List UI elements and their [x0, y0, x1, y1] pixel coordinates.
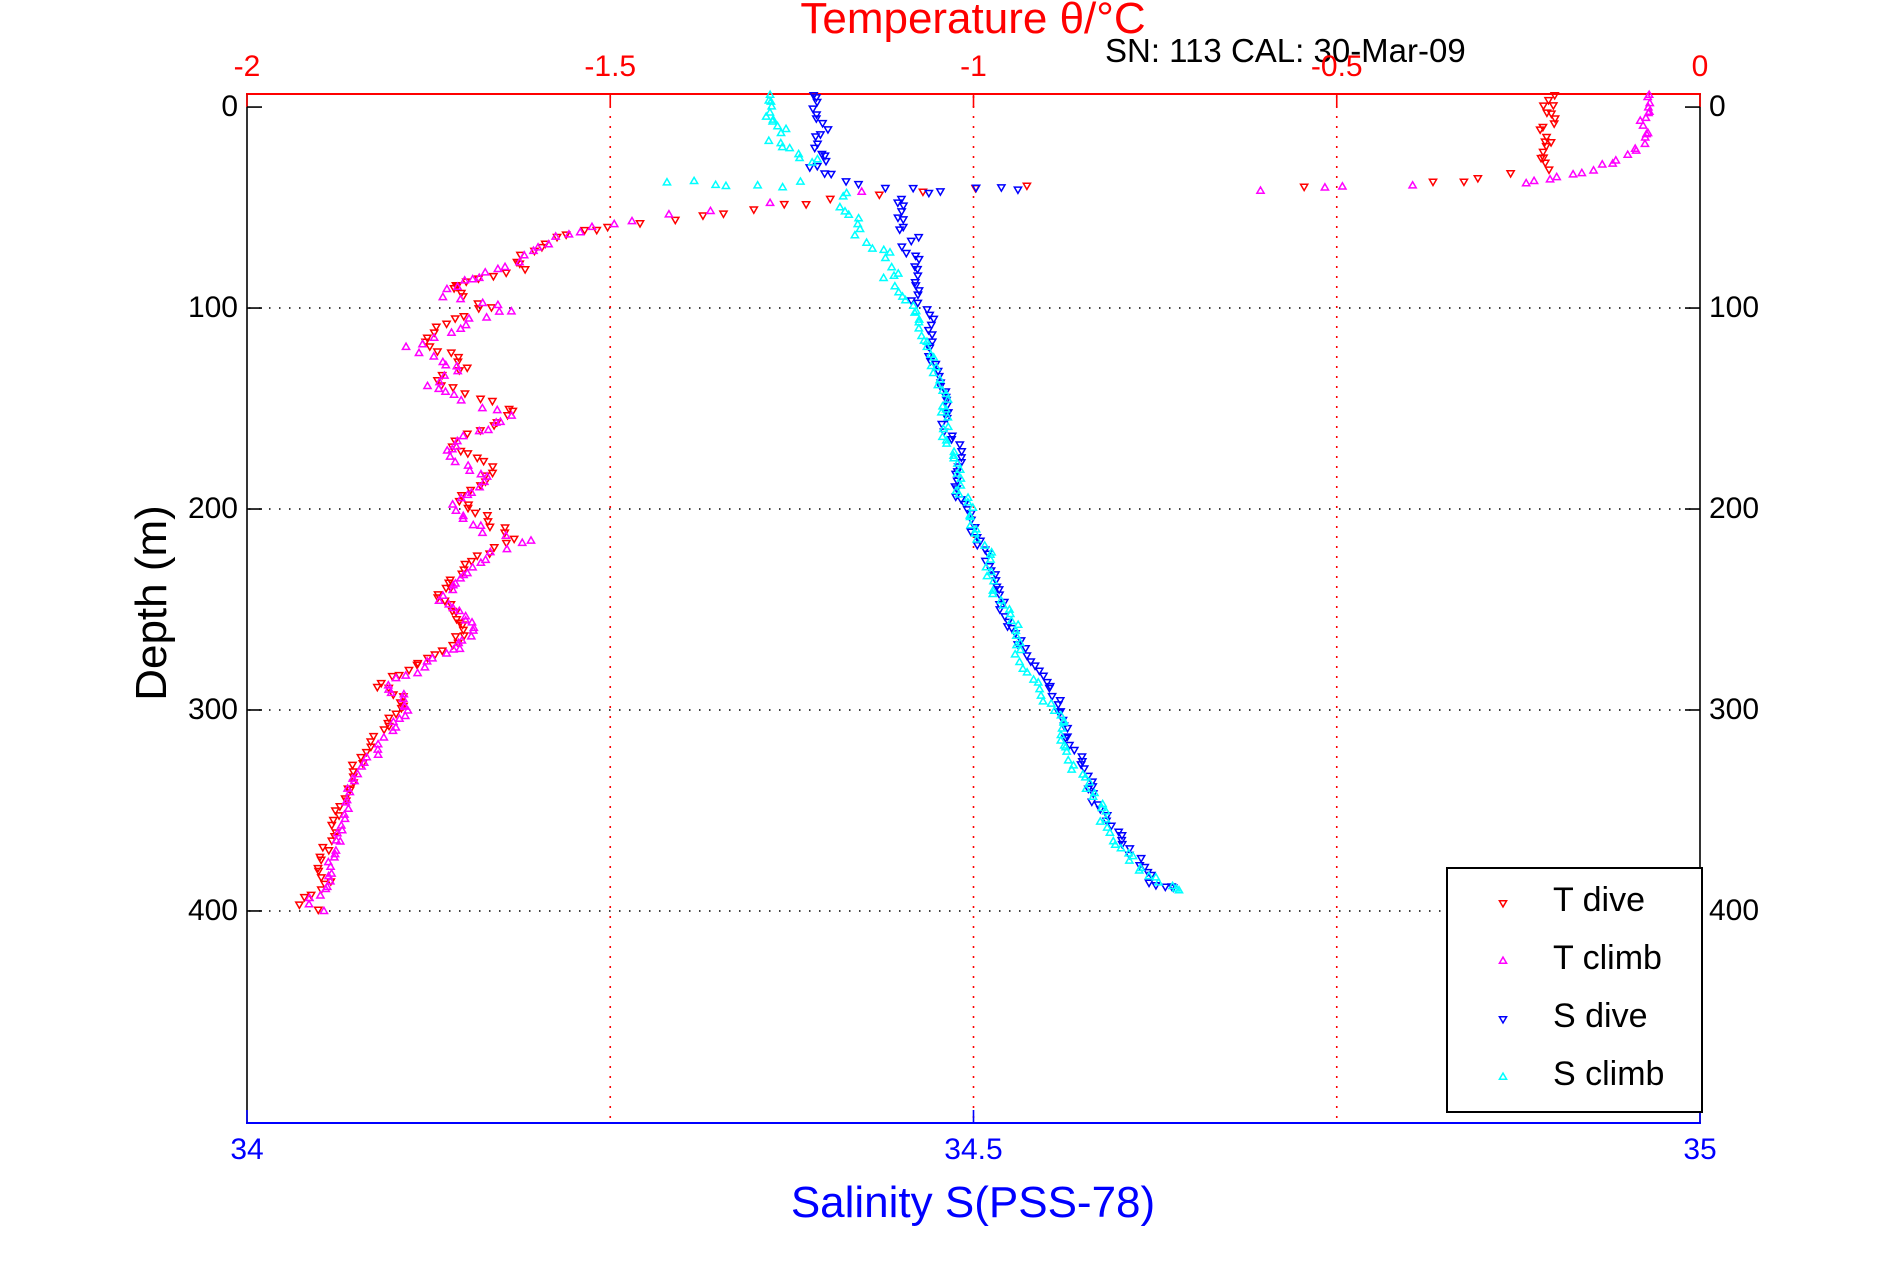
series-s-climb — [662, 89, 1184, 894]
legend: T dive T climb S dive S climb — [1446, 867, 1703, 1113]
s-climb-marker-icon — [1498, 1071, 1508, 1081]
left-tick-label-200: 200 — [187, 492, 238, 526]
legend-label: T dive — [1553, 881, 1645, 919]
legend-entry-s-dive: S dive — [1448, 997, 1701, 1039]
top-tick-label--0.5: -0.5 — [1310, 50, 1363, 83]
right-tick-label-200: 200 — [1709, 492, 1760, 526]
s-dive-marker-icon — [1498, 1015, 1508, 1025]
legend-label: S dive — [1553, 997, 1648, 1035]
left-tick-label-300: 300 — [187, 692, 238, 726]
top-tick-label-0: 0 — [1691, 50, 1709, 83]
legend-entry-t-dive: T dive — [1448, 881, 1701, 923]
series-s-dive — [804, 91, 1179, 893]
t-climb-marker-icon — [1498, 955, 1508, 965]
bottom-tick-label-34.5: 34.5 — [944, 1133, 1003, 1166]
top-tick-label--1.5: -1.5 — [584, 50, 637, 83]
top-tick-label--1: -1 — [960, 50, 987, 83]
chart-subtitle: SN: 113 CAL: 30-Mar-09 — [1105, 32, 1466, 69]
legend-label: T climb — [1553, 939, 1662, 977]
bottom-tick-label-35: 35 — [1683, 1133, 1717, 1166]
top-tick-label--2: -2 — [233, 50, 261, 83]
series-t-climb — [304, 89, 1655, 915]
chart-title: Temperature θ/°C — [800, 0, 1146, 43]
x-axis-label-salinity: Salinity S(PSS-78) — [790, 1178, 1156, 1227]
right-tick-label-400: 400 — [1709, 893, 1760, 927]
y-axis-label: Depth (m) — [127, 505, 176, 701]
legend-entry-s-climb: S climb — [1448, 1055, 1701, 1097]
right-tick-label-0: 0 — [1709, 90, 1726, 124]
left-tick-label-400: 400 — [187, 893, 238, 927]
legend-entry-t-climb: T climb — [1448, 939, 1701, 981]
left-tick-label-0: 0 — [221, 90, 238, 124]
t-dive-marker-icon — [1498, 899, 1508, 909]
legend-label: S climb — [1553, 1055, 1665, 1093]
right-tick-label-300: 300 — [1709, 692, 1760, 726]
left-tick-label-100: 100 — [187, 291, 238, 325]
bottom-tick-label-34: 34 — [230, 1133, 264, 1166]
right-tick-label-100: 100 — [1709, 291, 1760, 325]
series-t-dive — [294, 91, 1560, 915]
